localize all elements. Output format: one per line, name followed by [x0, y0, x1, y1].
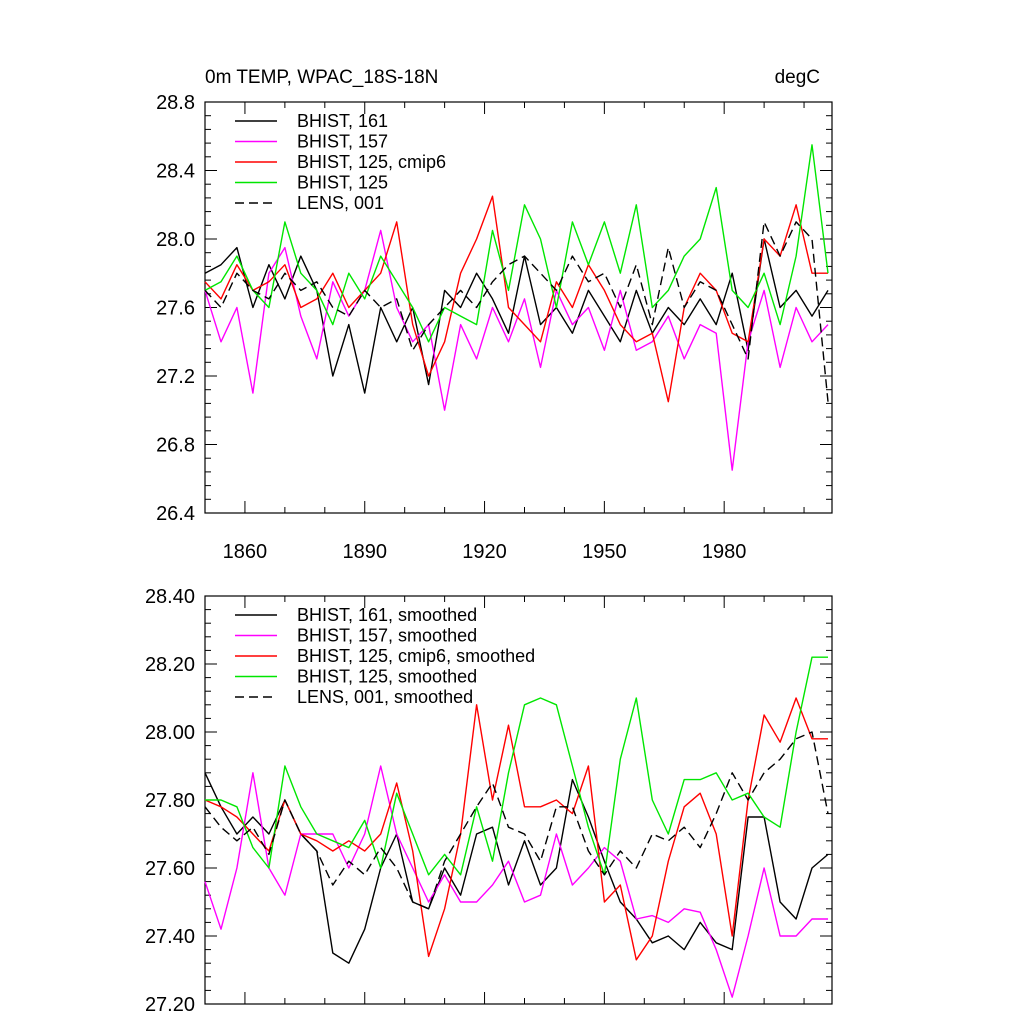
y-tick-label: 27.20 [145, 994, 195, 1016]
y-tick-label: 28.40 [145, 586, 195, 608]
y-tick-label: 27.40 [145, 926, 195, 948]
legend-label: BHIST, 125, cmip6 [297, 152, 446, 172]
x-tick-label: 1950 [582, 541, 627, 563]
bottom-panel: 27.20 27.40 27.60 27.80 28.00 28.20 28.40 BHIST… [145, 586, 833, 1016]
x-tick-label: 1920 [462, 541, 507, 563]
legend-label: BHIST, 125 [297, 173, 388, 193]
legend-label: BHIST, 125, smoothed [297, 667, 477, 687]
x-tick-label: 1890 [342, 541, 387, 563]
y-tick-label: 26.8 [156, 435, 195, 457]
legend-label: BHIST, 157 [297, 132, 388, 152]
legend-label: BHIST, 125, cmip6, smoothed [297, 646, 535, 666]
legend-label: BHIST, 161 [297, 111, 388, 131]
series-line [204, 144, 829, 343]
units-label: degC [775, 67, 820, 88]
y-tick-label: 28.0 [156, 229, 195, 251]
y-tick-label: 28.20 [145, 654, 195, 676]
legend-label: BHIST, 157, smoothed [297, 626, 477, 646]
top-panel: 26.4 26.8 27.2 27.6 28.0 28.4 28.8 1860 1890 1920… [156, 67, 833, 563]
y-tick-label: 28.4 [156, 161, 195, 183]
y-tick-label: 28.8 [156, 92, 195, 114]
series-line [204, 697, 828, 961]
y-tick-label: 27.6 [156, 298, 195, 320]
y-tick-label: 26.4 [156, 503, 195, 525]
series-line [204, 195, 828, 403]
y-tick-label: 28.00 [145, 722, 195, 744]
series-line [205, 656, 828, 876]
legend-label: BHIST, 161, smoothed [297, 605, 477, 625]
series-line [204, 221, 829, 402]
series-line [204, 731, 829, 910]
y-tick-label: 27.2 [156, 366, 195, 388]
x-tick-label: 1980 [702, 541, 747, 563]
series-line [204, 765, 828, 998]
series-line [204, 772, 829, 964]
legend-label: LENS, 001 [297, 193, 384, 213]
y-tick-label: 27.80 [145, 790, 195, 812]
chart-title: 0m TEMP, WPAC_18S-18N [205, 67, 438, 88]
y-tick-label: 27.60 [145, 858, 195, 880]
series-line [204, 229, 829, 471]
legend-label: LENS, 001, smoothed [297, 687, 473, 707]
x-tick-label: 1860 [223, 541, 268, 563]
series-line [204, 238, 829, 394]
